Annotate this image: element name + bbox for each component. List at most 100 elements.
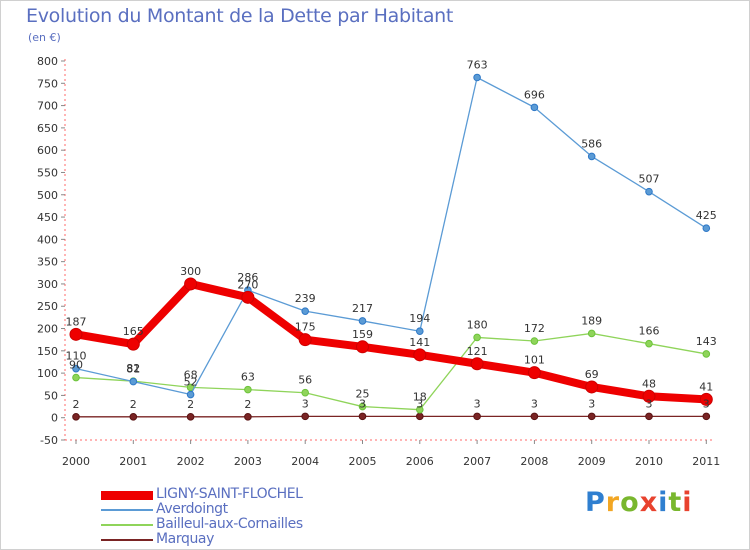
data-label: 166 [639,325,660,338]
data-label: 187 [66,315,87,328]
series-line-2 [75,332,707,411]
data-point [587,412,596,421]
data-label: 300 [180,265,201,278]
brand-letter: i [658,487,669,518]
data-label: 81 [126,363,140,376]
data-point [645,187,653,196]
data-label: 90 [69,359,83,372]
data-point [587,152,596,161]
data-point [301,307,310,315]
data-label: 180 [467,318,488,331]
data-label: 286 [237,271,258,284]
data-point [416,327,424,336]
legend-swatch [101,539,153,541]
legend-swatch [101,509,153,511]
y-tick-label: 50 [44,389,58,402]
data-point [358,412,367,421]
x-tick-label: 2003 [234,455,262,468]
data-point [587,329,596,338]
chart-unit: (en €) [28,31,61,44]
data-point [358,317,367,325]
data-label: 82 [126,362,140,375]
x-tick-label: 2002 [177,455,205,468]
y-tick-label: 150 [37,345,58,358]
data-label: 172 [524,322,545,335]
data-label: 239 [295,292,316,305]
data-point [642,389,656,403]
x-tick-label: 2009 [578,455,606,468]
brand-logo: Proxiti [585,487,693,518]
data-label: 69 [585,368,599,381]
chart-title: Evolution du Montant de la Dette par Hab… [26,5,454,27]
data-point [530,337,539,345]
y-tick-label: 550 [37,166,58,179]
y-tick-label: 100 [37,367,58,380]
x-tick-label: 2011 [692,455,720,468]
y-tick-label: 350 [37,256,58,269]
brand-letter: o [620,487,640,518]
data-point [416,412,424,421]
legend-label: Bailleul-aux-Cornailles [156,516,303,532]
data-label: 425 [696,209,717,222]
data-point [186,413,195,421]
brand-letter: P [585,487,606,518]
data-point [699,392,713,406]
x-tick-label: 2000 [62,455,90,468]
data-point [530,103,539,112]
y-tick-label: 400 [37,233,58,246]
data-point [702,224,711,233]
data-point [527,366,541,380]
x-tick-label: 2010 [635,455,663,468]
y-tick-label: 650 [37,122,58,135]
x-tick-label: 2006 [406,455,434,468]
data-label: 763 [467,58,488,71]
data-label: 175 [295,321,316,334]
data-point [184,277,198,291]
data-point [645,339,653,348]
y-tick-label: 600 [37,144,58,157]
data-label: 110 [66,350,87,363]
x-tick-label: 2008 [520,455,548,468]
data-point [416,405,424,414]
series-line-0 [72,279,711,404]
data-point [356,340,369,354]
legend-swatch [101,490,153,500]
data-label: 217 [352,302,373,315]
data-label: 68 [184,368,198,381]
data-label: 696 [524,88,545,101]
data-label: 3 [474,397,481,410]
y-tick-label: 450 [37,211,58,224]
data-point [244,385,252,394]
data-label: 586 [581,137,602,150]
brand-letter: x [639,487,659,518]
data-label: 48 [642,377,656,390]
data-label: 2 [244,398,251,411]
data-point [72,413,80,421]
data-point [126,337,140,351]
data-point [413,348,427,362]
legend-label: Marquay [156,531,214,547]
data-point [702,412,711,421]
y-tick-label: 800 [37,55,58,68]
brand-letter: r [605,487,621,518]
data-label: 141 [409,336,430,349]
data-label: 189 [581,314,602,327]
y-tick-label: 0 [51,412,58,425]
y-tick-label: 300 [37,278,58,291]
y-tick-label: 700 [37,100,58,113]
data-label: 2 [187,398,194,411]
x-tick-label: 2001 [119,455,147,468]
data-label: 3 [703,397,710,410]
data-point [72,364,80,373]
data-point [301,412,310,421]
data-point [473,333,481,342]
data-label: 63 [241,371,255,384]
data-point [301,388,310,397]
brand-letter: t [668,487,683,518]
data-label: 165 [123,325,144,338]
data-label: 270 [237,278,258,291]
legend-label: LIGNY-SAINT-FLOCHEL [156,486,303,502]
data-label: 3 [302,397,309,410]
